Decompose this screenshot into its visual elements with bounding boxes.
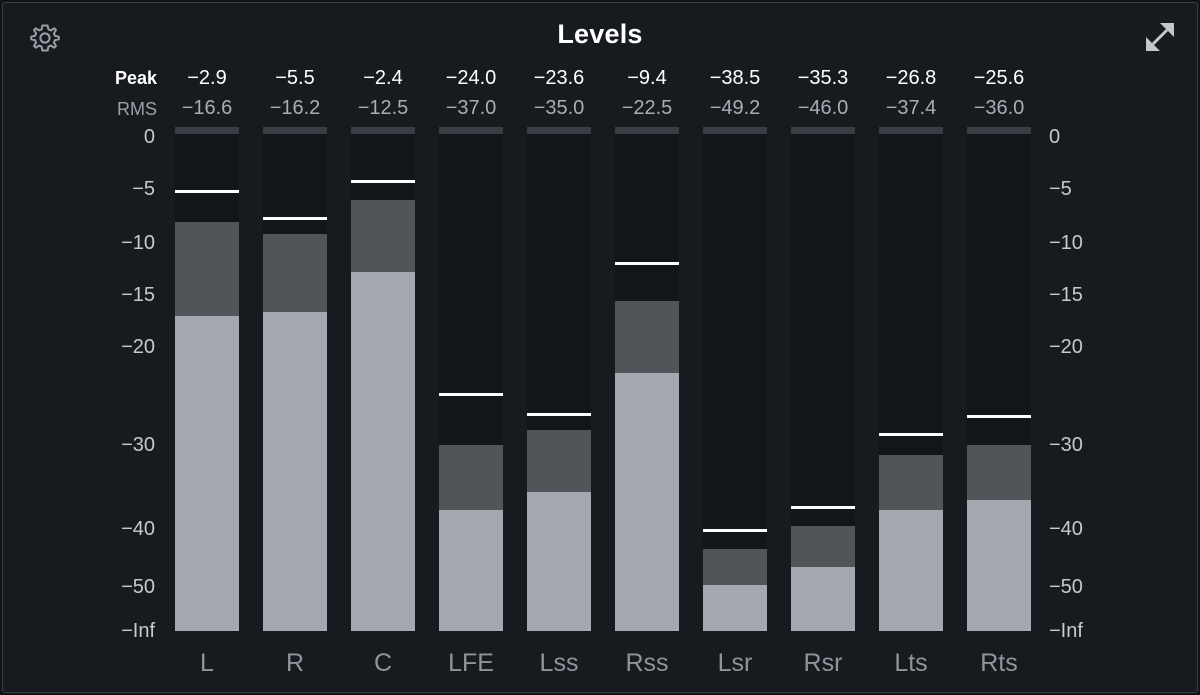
scale-tick: 0: [1049, 126, 1061, 148]
meter-cap: [263, 127, 327, 134]
scale-tick: −5: [1049, 178, 1072, 200]
scale-tick: −Inf: [1049, 620, 1083, 642]
scale-tick: −40: [121, 518, 155, 540]
scale-tick: −50: [1049, 576, 1083, 598]
peak-row-label: Peak: [114, 68, 157, 88]
rms-value-lts: −37.4: [885, 97, 937, 119]
meter-cap: [791, 127, 855, 134]
rms-bar: [527, 492, 591, 631]
rms-bar: [175, 315, 239, 631]
meter-c[interactable]: [351, 127, 415, 631]
peak-value-r: −5.5: [275, 67, 315, 89]
scale-tick: −50: [121, 576, 155, 598]
meter-lts[interactable]: [879, 127, 943, 631]
rms-value-lfe: −37.0: [445, 97, 497, 119]
channel-name-l: L: [200, 649, 214, 677]
meter-cap: [175, 127, 239, 134]
meter-cap: [351, 127, 415, 134]
peak-value-lfe: −24.0: [445, 67, 497, 89]
scale-tick: −15: [1049, 284, 1083, 306]
peak-value-lts: −26.8: [885, 67, 937, 89]
peak-value-l: −2.9: [187, 67, 227, 89]
peak-value-lsr: −38.5: [709, 67, 761, 89]
rms-value-l: −16.6: [181, 97, 233, 119]
peak-value-rsr: −35.3: [797, 67, 849, 89]
peak-hold-line: [351, 179, 415, 183]
scale-tick: −10: [1049, 232, 1083, 254]
scale-tick: −20: [121, 336, 155, 358]
rms-bar: [703, 584, 767, 631]
meter-l[interactable]: [175, 127, 239, 631]
peak-hold-line: [791, 506, 855, 510]
rms-bar: [967, 499, 1031, 631]
channel-name-lfe: LFE: [448, 649, 494, 677]
scale-tick: −10: [121, 232, 155, 254]
meter-lss[interactable]: [527, 127, 591, 631]
peak-value-c: −2.4: [363, 67, 403, 89]
channel-name-r: R: [285, 649, 305, 677]
scale-tick: 0: [143, 126, 155, 148]
meter-r[interactable]: [263, 127, 327, 631]
channel-name-rsr: Rsr: [803, 649, 843, 677]
peak-hold-line: [967, 414, 1031, 418]
rms-bar: [615, 373, 679, 631]
meter-cap: [615, 127, 679, 134]
peak-value-lss: −23.6: [533, 67, 585, 89]
panel-title: Levels: [557, 19, 643, 49]
scale-left: 0 −5 −10 −15 −20 −30 −40 −50 −Inf: [55, 127, 155, 647]
rms-bar: [439, 509, 503, 631]
channel-name-lss: Lss: [539, 649, 579, 677]
meter-rts[interactable]: [967, 127, 1031, 631]
scale-tick: −15: [121, 284, 155, 306]
rms-value-rts: −36.0: [973, 97, 1025, 119]
rms-value-lss: −35.0: [533, 97, 585, 119]
scale-tick: −30: [121, 434, 155, 456]
meter-cap: [703, 127, 767, 134]
meter-lsr[interactable]: [703, 127, 767, 631]
peak-value-rss: −9.4: [627, 67, 667, 89]
channel-name-c: C: [373, 649, 393, 677]
meter-cap: [967, 127, 1031, 134]
scale-tick: −5: [132, 178, 155, 200]
peak-hold-line: [175, 190, 239, 194]
expand-icon[interactable]: [1144, 21, 1176, 53]
peak-value-rts: −25.6: [973, 67, 1025, 89]
channel-name-rss: Rss: [625, 649, 669, 677]
peak-hold-line: [879, 433, 943, 437]
rms-bar: [351, 272, 415, 631]
meter-cap: [527, 127, 591, 134]
channel-name-lsr: Lsr: [717, 649, 753, 677]
channel-name-lts: Lts: [894, 649, 928, 677]
rms-bar: [879, 509, 943, 631]
meter-lfe[interactable]: [439, 127, 503, 631]
scale-right: 0 −5 −10 −15 −20 −30 −40 −50 −Inf: [1049, 127, 1149, 647]
rms-value-c: −12.5: [357, 97, 409, 119]
rms-value-rss: −22.5: [621, 97, 673, 119]
peak-hold-line: [263, 217, 327, 221]
meter-cap: [439, 127, 503, 134]
rms-value-lsr: −49.2: [709, 97, 761, 119]
rms-value-r: −16.2: [269, 97, 321, 119]
rms-bar: [263, 311, 327, 631]
meter-rss[interactable]: [615, 127, 679, 631]
rms-value-rsr: −46.0: [797, 97, 849, 119]
channel-name-rts: Rts: [980, 649, 1018, 677]
scale-tick: −30: [1049, 434, 1083, 456]
peak-hold-line: [703, 529, 767, 533]
gear-icon[interactable]: [28, 21, 62, 55]
peak-hold-line: [527, 412, 591, 416]
rms-row-label: RMS: [117, 99, 157, 119]
scale-tick: −40: [1049, 518, 1083, 540]
scale-tick: −Inf: [121, 620, 155, 642]
peak-hold-line: [615, 261, 679, 265]
meter-rsr[interactable]: [791, 127, 855, 631]
scale-tick: −20: [1049, 336, 1083, 358]
meter-cap: [879, 127, 943, 134]
rms-bar: [791, 567, 855, 631]
peak-hold-line: [439, 393, 503, 397]
